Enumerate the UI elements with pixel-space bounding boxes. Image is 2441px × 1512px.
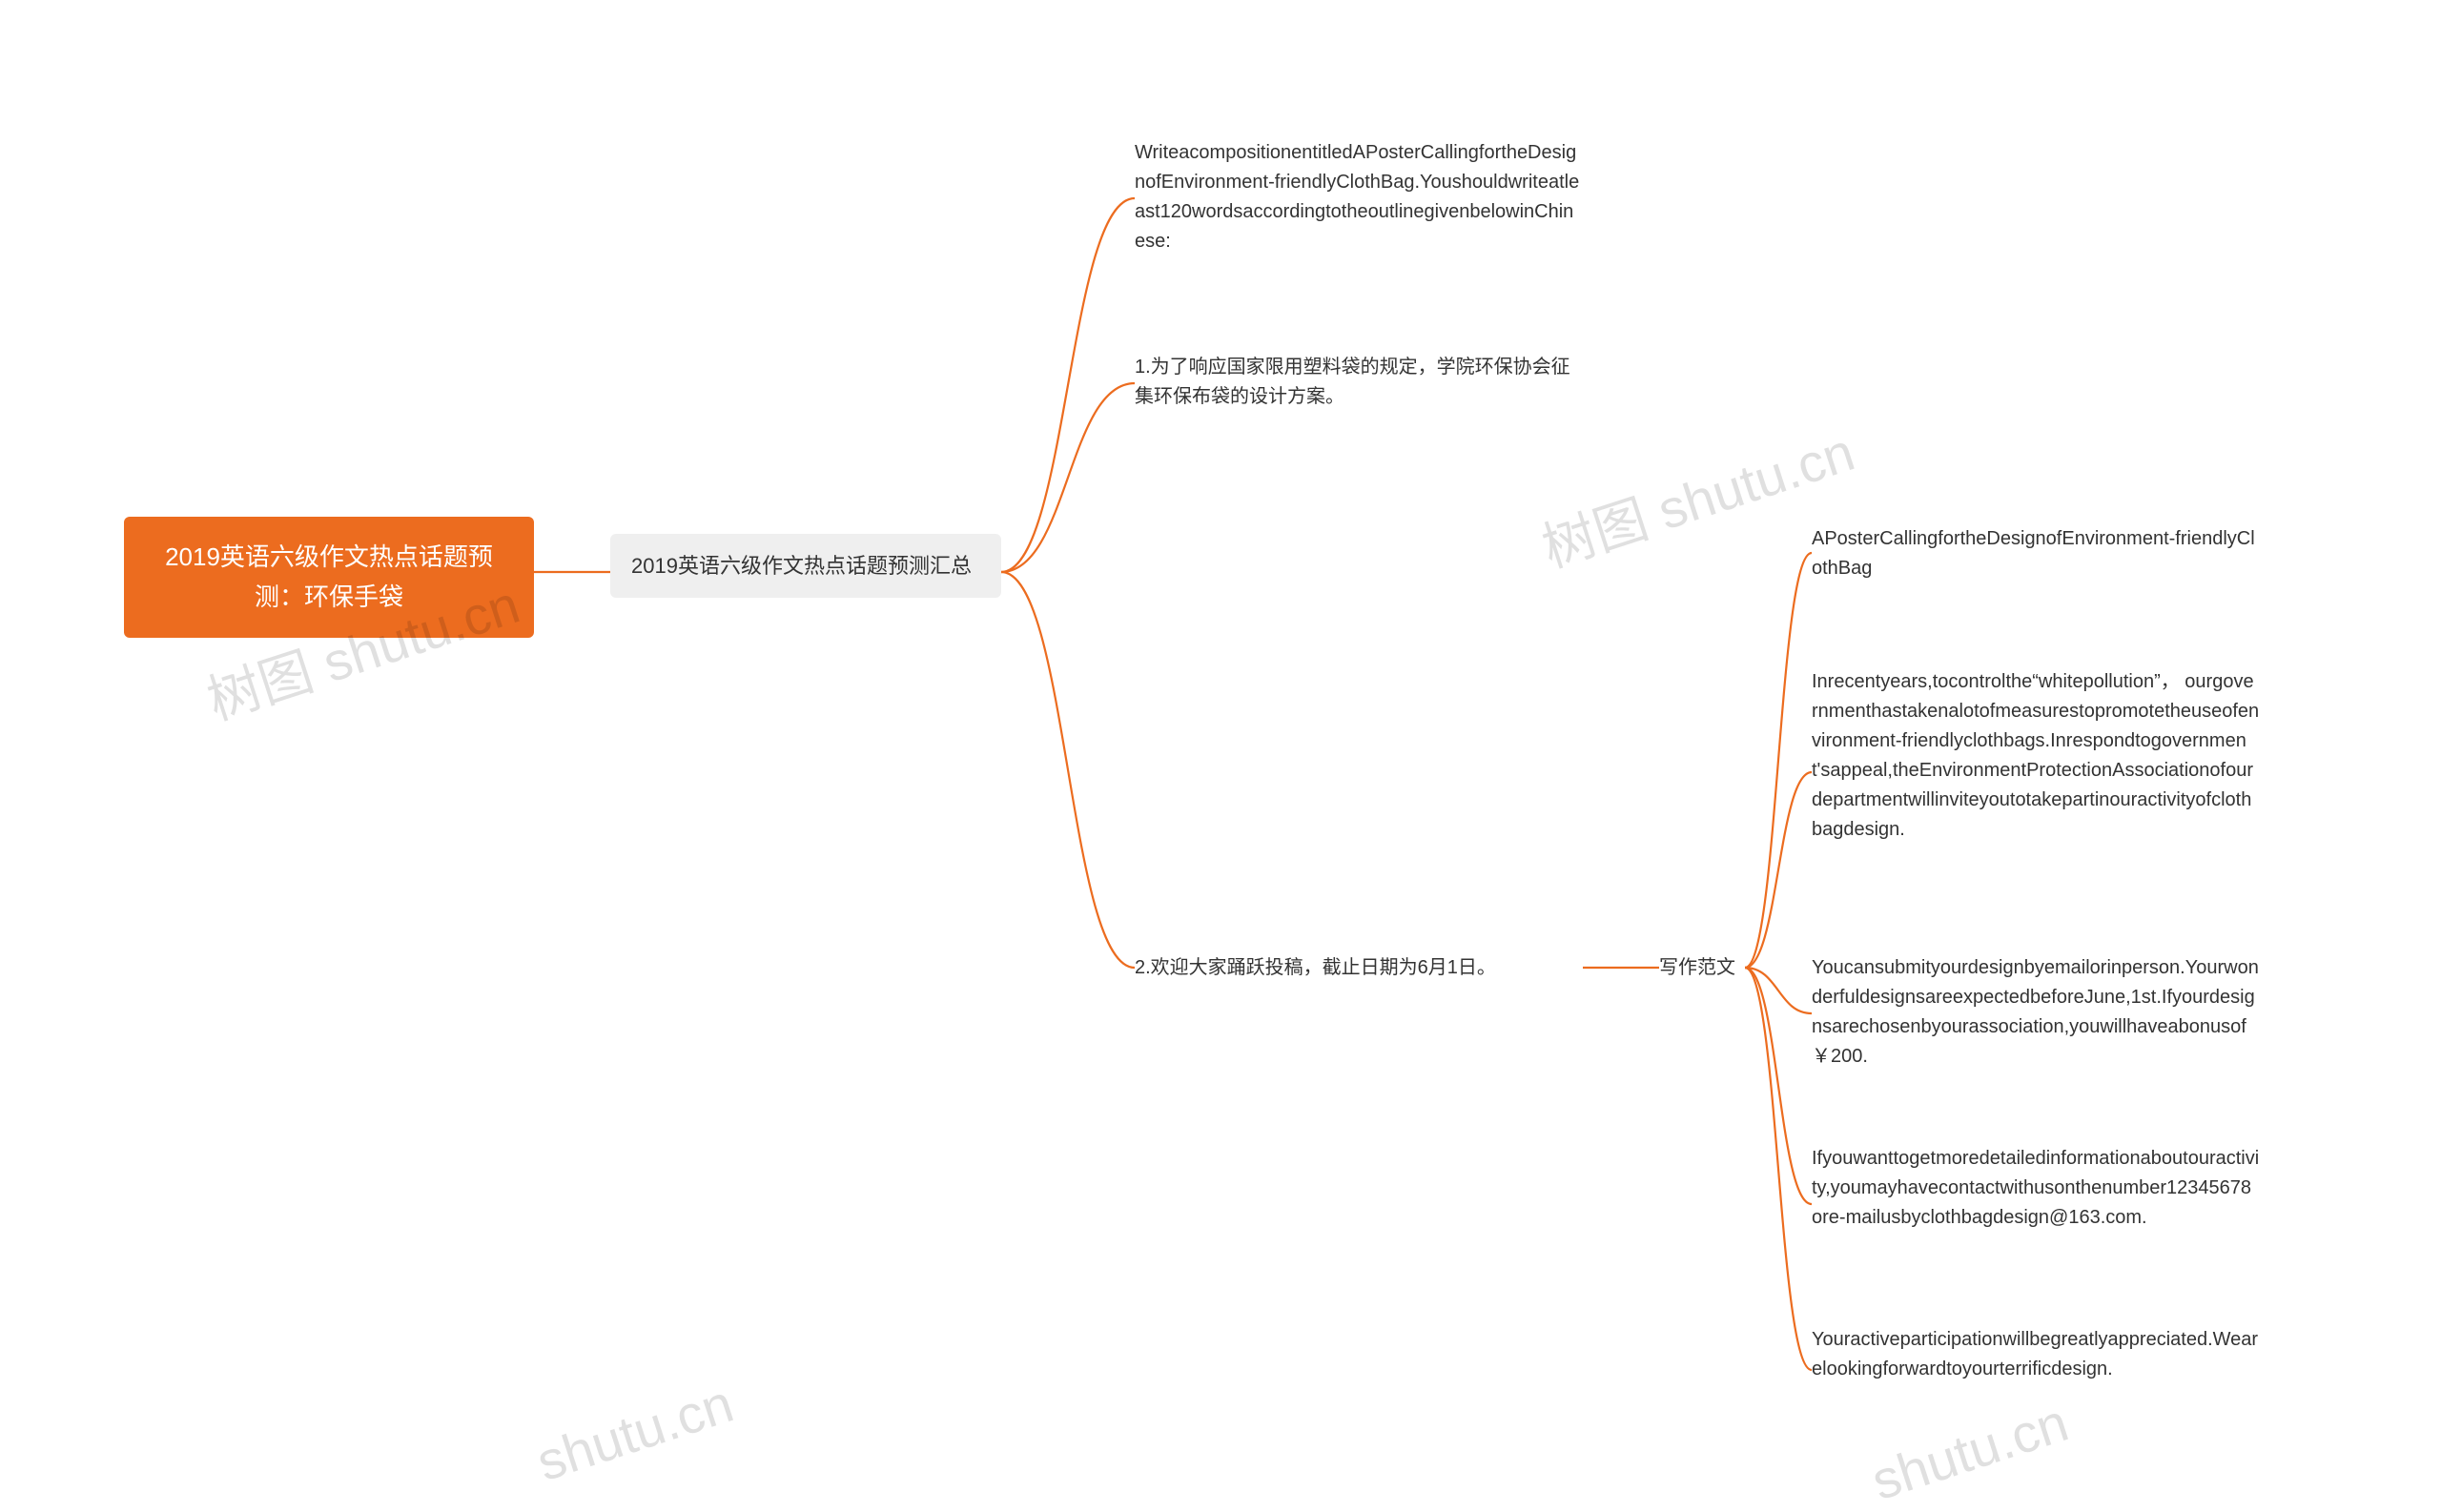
- essay-para-1[interactable]: Inrecentyears,tocontrolthe“whitepollutio…: [1812, 667, 2260, 845]
- watermark: shutu.cn: [1864, 1391, 2075, 1512]
- essay-title[interactable]: APosterCallingfortheDesignofEnvironment-…: [1812, 524, 2260, 583]
- essay-para-4[interactable]: Youractiveparticipationwillbegreatlyappr…: [1812, 1325, 2260, 1384]
- level2-node[interactable]: 2019英语六级作文热点话题预测汇总: [610, 534, 1001, 598]
- edge-l2-l3b: [1001, 383, 1135, 572]
- edge-label-p5: [1745, 968, 1812, 1370]
- edge-l2-l3a: [1001, 198, 1135, 572]
- edge-label-p3: [1745, 968, 1812, 1013]
- edge-label-p2: [1745, 772, 1812, 968]
- leaf-prompt-instruction[interactable]: WriteacompositionentitledAPosterCallingf…: [1135, 138, 1583, 256]
- essay-para-2[interactable]: Youcansubmityourdesignbyemailorinperson.…: [1812, 953, 2260, 1072]
- edge-label-p1: [1745, 553, 1812, 968]
- root-node[interactable]: 2019英语六级作文热点话题预测：环保手袋: [124, 517, 534, 638]
- essay-para-3[interactable]: Ifyouwanttogetmoredetailedinformationabo…: [1812, 1144, 2260, 1233]
- edge-l2-l3c: [1001, 572, 1135, 968]
- watermark: shutu.cn: [529, 1372, 740, 1493]
- leaf-outline-2[interactable]: 2.欢迎大家踊跃投稿，截止日期为6月1日。: [1135, 953, 1583, 983]
- edge-label-p4: [1745, 968, 1812, 1204]
- label-sample-essay[interactable]: 写作范文: [1659, 953, 1735, 983]
- leaf-outline-1[interactable]: 1.为了响应国家限用塑料袋的规定，学院环保协会征集环保布袋的设计方案。: [1135, 353, 1583, 412]
